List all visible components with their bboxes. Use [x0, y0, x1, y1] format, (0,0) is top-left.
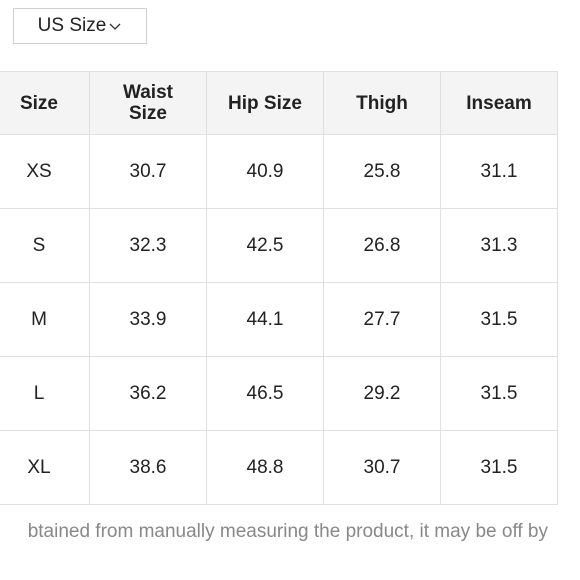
table-row: XS 30.7 40.9 25.8 31.1 [0, 134, 558, 209]
cell-size: XS [0, 134, 90, 209]
cell-waist: 36.2 [89, 356, 207, 431]
measurement-footnote: btained from manually measuring the prod… [27, 521, 548, 542]
unit-size-dropdown[interactable]: US Size [13, 8, 147, 44]
cell-thigh: 26.8 [323, 208, 441, 283]
header-inseam: Inseam [440, 71, 558, 135]
cell-size: M [0, 282, 90, 357]
size-chart-table: Size Waist Size Hip Size Thigh Inseam XS… [0, 71, 558, 505]
cell-size: S [0, 208, 90, 283]
header-waist-size: Waist Size [89, 71, 207, 135]
cell-hip: 46.5 [206, 356, 324, 431]
cell-hip: 42.5 [206, 208, 324, 283]
header-waist-size-label: Waist Size [123, 82, 173, 124]
cell-inseam: 31.3 [440, 208, 558, 283]
cell-inseam: 31.1 [440, 134, 558, 209]
cell-waist: 32.3 [89, 208, 207, 283]
cell-hip: 44.1 [206, 282, 324, 357]
cell-size: XL [0, 430, 90, 505]
cell-thigh: 29.2 [323, 356, 441, 431]
cell-waist: 33.9 [89, 282, 207, 357]
cell-inseam: 31.5 [440, 356, 558, 431]
table-row: M 33.9 44.1 27.7 31.5 [0, 282, 558, 357]
chevron-down-icon [109, 23, 121, 30]
cell-inseam: 31.5 [440, 282, 558, 357]
cell-thigh: 27.7 [323, 282, 441, 357]
cell-inseam: 31.5 [440, 430, 558, 505]
cell-thigh: 30.7 [323, 430, 441, 505]
cell-waist: 38.6 [89, 430, 207, 505]
table-row: S 32.3 42.5 26.8 31.3 [0, 208, 558, 283]
unit-size-value: US Size [37, 15, 107, 36]
header-thigh: Thigh [323, 71, 441, 135]
table-row: XL 38.6 48.8 30.7 31.5 [0, 430, 558, 505]
cell-waist: 30.7 [89, 134, 207, 209]
cell-thigh: 25.8 [323, 134, 441, 209]
header-hip-size: Hip Size [206, 71, 324, 135]
cell-size: L [0, 356, 90, 431]
table-header-row: Size Waist Size Hip Size Thigh Inseam [0, 71, 558, 135]
table-row: L 36.2 46.5 29.2 31.5 [0, 356, 558, 431]
header-size: Size [0, 71, 90, 135]
cell-hip: 40.9 [206, 134, 324, 209]
cell-hip: 48.8 [206, 430, 324, 505]
